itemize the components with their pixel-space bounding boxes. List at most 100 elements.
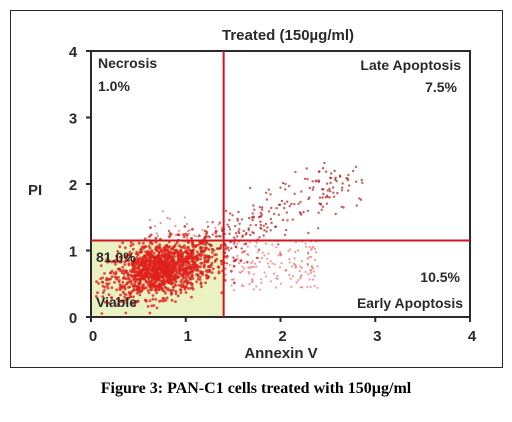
data-point [214, 260, 217, 263]
data-point [150, 278, 154, 282]
data-point [276, 277, 279, 280]
data-point [194, 245, 197, 249]
data-point [294, 250, 297, 254]
data-point [131, 301, 134, 305]
data-point [179, 245, 183, 249]
data-point [236, 254, 239, 257]
data-point [121, 241, 125, 245]
data-point [143, 267, 147, 271]
data-point [208, 236, 211, 239]
data-point [289, 277, 292, 280]
data-point [151, 297, 155, 301]
data-point [340, 189, 344, 192]
data-point [157, 251, 161, 255]
data-point [148, 246, 152, 250]
data-point [147, 291, 151, 295]
data-point [122, 299, 126, 303]
data-point [255, 241, 258, 244]
data-point [197, 234, 201, 238]
data-point [119, 269, 122, 273]
data-point [169, 255, 172, 259]
data-point [122, 269, 125, 272]
data-point [332, 191, 335, 194]
data-point [143, 275, 147, 279]
data-point [135, 252, 138, 256]
data-point [149, 284, 153, 288]
data-point [174, 289, 178, 293]
data-point [204, 274, 208, 277]
data-point [110, 260, 114, 264]
data-point [358, 197, 361, 200]
data-point [152, 304, 156, 307]
data-point [232, 260, 236, 263]
data-point [120, 284, 124, 288]
data-point [137, 241, 141, 245]
data-point [208, 268, 212, 272]
data-point [179, 288, 183, 292]
data-point [309, 271, 312, 274]
data-point [142, 277, 146, 281]
data-point [341, 186, 344, 189]
data-point [151, 294, 155, 297]
data-point [145, 252, 149, 256]
data-point [238, 222, 241, 225]
data-point [148, 219, 151, 222]
data-point [103, 272, 106, 275]
data-point [300, 274, 303, 277]
data-point [130, 270, 134, 274]
data-point [268, 265, 271, 269]
data-point [307, 273, 310, 276]
data-point [156, 273, 160, 276]
data-point [133, 280, 137, 284]
data-point [210, 248, 214, 251]
data-point [257, 248, 261, 251]
data-point [193, 255, 196, 259]
data-point [300, 266, 303, 270]
data-point [157, 276, 161, 280]
data-point [328, 187, 331, 190]
data-point [293, 202, 296, 206]
data-point [166, 245, 170, 249]
data-point [167, 267, 171, 271]
data-point [241, 269, 244, 272]
data-point [261, 206, 264, 209]
data-point [202, 250, 206, 254]
data-point [198, 242, 202, 246]
data-point [242, 250, 245, 253]
data-point [215, 257, 219, 261]
data-point [321, 167, 325, 170]
data-point [178, 267, 182, 271]
data-point [161, 274, 165, 278]
data-point [131, 278, 135, 282]
data-point [126, 274, 130, 277]
data-point [277, 243, 280, 246]
data-point [147, 263, 151, 266]
data-point [186, 234, 189, 237]
x-tick-label: 2 [278, 328, 286, 345]
data-point [263, 254, 266, 257]
data-point [237, 210, 240, 214]
data-point [107, 260, 110, 264]
data-point [260, 227, 263, 230]
data-point [183, 225, 187, 228]
data-point [148, 275, 152, 279]
data-point [316, 265, 319, 268]
data-point [317, 211, 320, 214]
data-point [158, 283, 162, 287]
viable-percent: 81.0% [96, 249, 136, 265]
data-point [274, 225, 278, 228]
data-point [156, 234, 159, 238]
data-point [146, 270, 150, 274]
data-point [159, 271, 162, 275]
data-point [355, 180, 358, 183]
data-point [172, 251, 176, 255]
data-point [109, 277, 112, 281]
data-point [249, 266, 252, 269]
data-point [129, 254, 133, 258]
data-point [260, 281, 263, 284]
data-point [240, 259, 243, 262]
data-point [161, 254, 165, 258]
x-tick-label: 3 [373, 328, 381, 345]
data-point [174, 225, 177, 228]
data-point [146, 305, 150, 308]
